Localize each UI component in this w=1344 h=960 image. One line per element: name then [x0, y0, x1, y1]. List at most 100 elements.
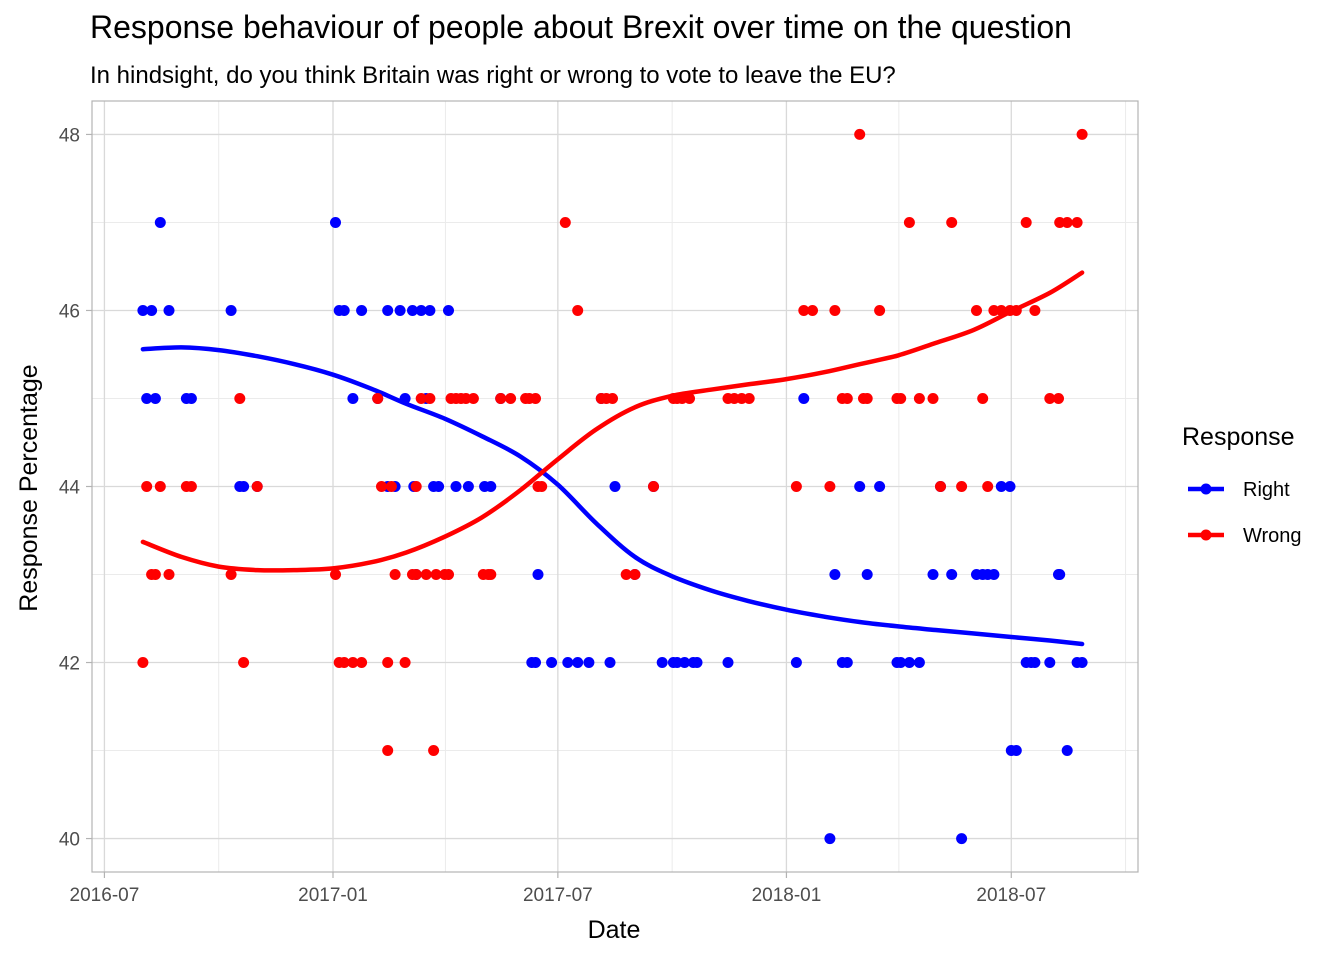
x-tick-label: 2016-07 — [70, 885, 140, 906]
point-right — [185, 393, 197, 404]
point-right — [927, 569, 939, 580]
chart-subtitle: In hindsight, do you think Britain was r… — [90, 62, 896, 89]
point-wrong — [495, 393, 507, 404]
point-wrong — [620, 569, 632, 580]
point-wrong — [430, 569, 442, 580]
point-right — [841, 657, 853, 668]
point-wrong — [443, 569, 454, 580]
point-wrong — [874, 305, 886, 316]
legend-entry-right: Right — [1188, 479, 1290, 501]
point-wrong — [137, 657, 149, 668]
point-wrong — [410, 481, 422, 492]
point-right — [450, 481, 462, 492]
point-right — [829, 569, 841, 580]
legend-entry-wrong: Wrong — [1188, 525, 1302, 547]
chart-title: Response behaviour of people about Brexi… — [90, 9, 1072, 45]
point-wrong — [149, 569, 161, 580]
point-wrong — [238, 657, 250, 668]
x-axis: 2016-07 2017-01 2017-07 2018-01 2018-07 — [70, 872, 1046, 906]
point-wrong — [389, 569, 401, 580]
legend-label: Wrong — [1243, 525, 1302, 547]
legend-key-point — [1200, 483, 1212, 495]
point-wrong — [485, 569, 497, 580]
point-right — [609, 481, 621, 492]
point-right — [485, 481, 497, 492]
point-right — [1010, 745, 1022, 756]
point-right — [530, 657, 541, 668]
point-wrong — [798, 305, 810, 316]
y-axis-title: Response Percentage — [15, 364, 43, 611]
point-right — [946, 569, 958, 580]
point-wrong — [895, 393, 907, 404]
plot-panel — [91, 100, 1139, 873]
legend-key-point — [1200, 529, 1212, 541]
point-right — [861, 569, 873, 580]
x-axis-title: Date — [588, 916, 641, 944]
point-wrong — [648, 481, 659, 492]
point-right — [225, 305, 237, 316]
y-tick-label: 40 — [59, 830, 80, 851]
point-wrong — [743, 393, 755, 404]
point-wrong — [356, 657, 368, 668]
point-wrong — [807, 305, 818, 316]
point-wrong — [824, 481, 836, 492]
point-right — [338, 305, 350, 316]
point-right — [433, 481, 445, 492]
point-wrong — [956, 481, 968, 492]
point-wrong — [1020, 217, 1032, 228]
x-tick-label: 2018-07 — [976, 885, 1046, 906]
x-tick-label: 2017-01 — [298, 885, 368, 906]
point-wrong — [347, 657, 359, 668]
point-wrong — [163, 569, 175, 580]
point-wrong — [1061, 217, 1073, 228]
point-right — [394, 305, 406, 316]
point-right — [562, 657, 574, 668]
point-right — [988, 569, 1000, 580]
point-right — [137, 305, 149, 316]
point-right — [790, 657, 802, 668]
point-wrong — [1071, 217, 1083, 228]
point-right — [356, 305, 368, 316]
point-right — [1029, 657, 1041, 668]
point-wrong — [1044, 393, 1056, 404]
point-wrong — [141, 481, 153, 492]
point-wrong — [684, 393, 695, 404]
point-right — [895, 657, 907, 668]
point-right — [443, 305, 454, 316]
legend: Response Right Wrong — [1182, 423, 1302, 547]
point-right — [604, 657, 616, 668]
point-wrong — [1076, 128, 1088, 140]
point-wrong — [415, 393, 427, 404]
point-wrong — [185, 481, 197, 492]
point-wrong — [330, 569, 341, 580]
point-wrong — [382, 657, 394, 668]
point-wrong — [410, 569, 422, 580]
smooth-line-right — [140, 345, 1085, 647]
point-wrong — [154, 481, 166, 492]
point-right — [679, 657, 691, 668]
point-right — [141, 393, 153, 404]
point-right — [330, 217, 341, 228]
point-wrong — [861, 393, 873, 404]
point-wrong — [376, 481, 387, 492]
point-right — [1004, 481, 1016, 492]
point-right — [824, 833, 836, 845]
point-right — [146, 305, 158, 316]
y-tick-label: 42 — [59, 654, 80, 675]
point-right — [149, 393, 161, 404]
point-right — [382, 305, 394, 316]
point-wrong — [572, 305, 584, 316]
point-wrong — [946, 217, 958, 228]
point-wrong — [1010, 305, 1022, 316]
point-wrong — [903, 217, 915, 228]
point-right — [572, 657, 584, 668]
y-tick-label: 46 — [59, 301, 80, 322]
point-wrong — [399, 657, 411, 668]
point-right — [154, 217, 166, 228]
point-right — [407, 305, 418, 316]
point-wrong — [854, 128, 866, 140]
point-right — [656, 657, 668, 668]
point-right — [854, 481, 866, 492]
point-right — [546, 657, 558, 668]
